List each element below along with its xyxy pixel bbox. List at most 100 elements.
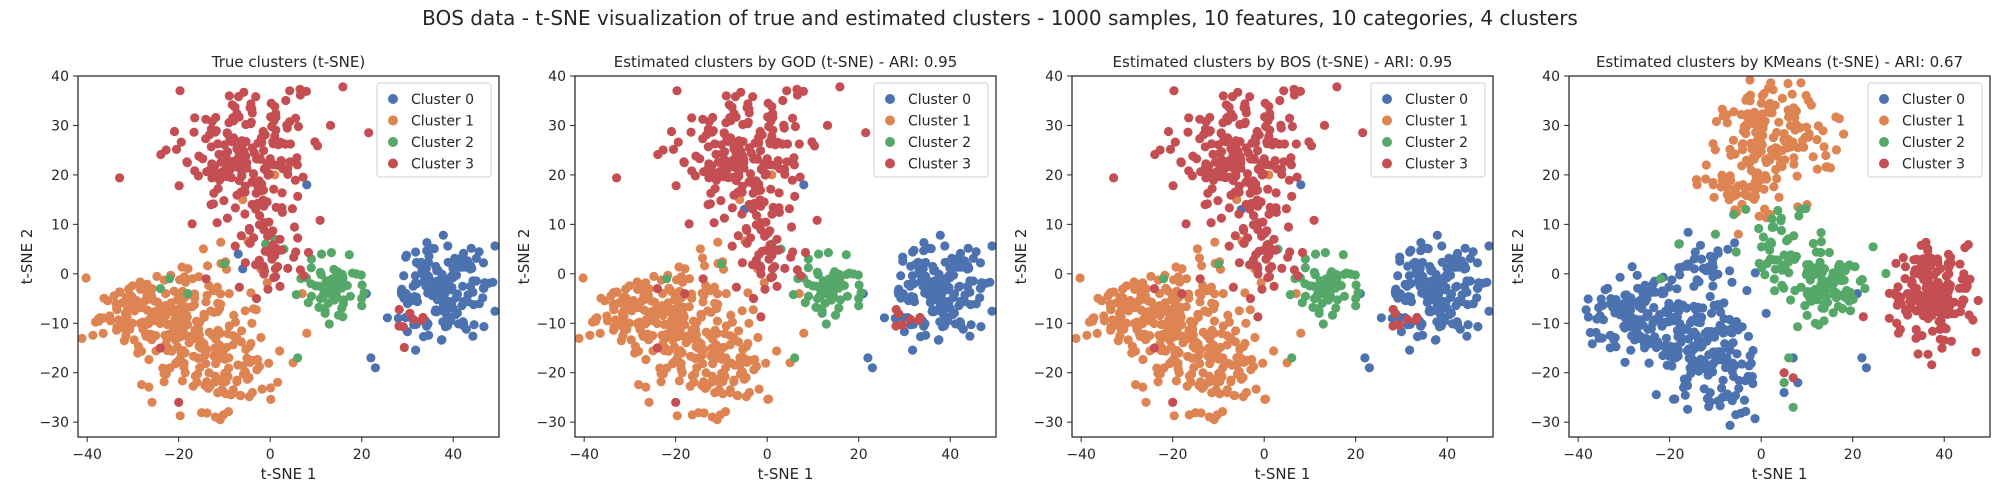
point-cluster-0 [422, 272, 432, 282]
point-cluster-3 [262, 158, 272, 169]
point-cluster-1 [1251, 384, 1261, 394]
point-cluster-1 [153, 316, 163, 326]
point-cluster-0 [461, 324, 471, 334]
point-cluster-3 [174, 397, 184, 407]
point-cluster-0 [446, 285, 456, 295]
point-cluster-0 [1661, 348, 1671, 358]
point-cluster-1 [193, 353, 203, 363]
point-cluster-3 [222, 129, 232, 139]
x-axis-label: t-SNE 1 [1255, 465, 1311, 483]
point-cluster-1 [142, 290, 152, 300]
point-cluster-3 [742, 238, 752, 248]
point-cluster-3 [268, 139, 278, 149]
point-cluster-3 [212, 218, 222, 228]
point-cluster-0 [490, 306, 500, 316]
point-cluster-1 [232, 333, 242, 343]
point-cluster-0 [1664, 282, 1674, 292]
point-cluster-2 [324, 319, 334, 329]
point-cluster-1 [674, 376, 685, 386]
point-cluster-1 [741, 392, 751, 402]
point-cluster-2 [1729, 209, 1739, 220]
point-cluster-0 [1715, 401, 1725, 411]
point-cluster-2 [357, 280, 367, 290]
point-cluster-3 [1195, 274, 1205, 284]
point-cluster-0 [949, 258, 960, 269]
point-cluster-0 [1585, 327, 1595, 338]
point-cluster-0 [1393, 271, 1403, 281]
point-cluster-1 [687, 289, 697, 299]
point-cluster-1 [1146, 314, 1156, 324]
point-cluster-3 [790, 191, 800, 201]
point-cluster-0 [1472, 258, 1483, 268]
point-cluster-3 [208, 199, 218, 209]
point-cluster-3 [1928, 326, 1938, 336]
point-cluster-1 [212, 352, 222, 363]
plot-frame [1568, 75, 1991, 438]
point-cluster-3 [742, 225, 752, 235]
point-cluster-1 [1185, 316, 1196, 326]
legend-box [1370, 82, 1486, 178]
point-cluster-3 [789, 153, 799, 163]
point-cluster-3 [1257, 170, 1267, 180]
point-cluster-1 [712, 316, 723, 326]
point-cluster-0 [1748, 378, 1758, 389]
point-cluster-1 [672, 306, 682, 316]
plot-frame [77, 75, 500, 438]
legend-marker [388, 137, 398, 147]
point-cluster-3 [237, 170, 247, 180]
point-cluster-3 [612, 173, 622, 183]
legend-label: Cluster 2 [1902, 135, 1965, 151]
point-cluster-3 [709, 218, 719, 228]
point-cluster-1 [1118, 323, 1128, 333]
point-cluster-3 [1213, 196, 1223, 206]
point-cluster-3 [1277, 164, 1287, 174]
point-cluster-3 [1947, 309, 1957, 319]
point-cluster-0 [1729, 361, 1739, 371]
point-cluster-2 [808, 281, 818, 291]
point-cluster-2 [1786, 295, 1796, 305]
point-cluster-1 [659, 319, 669, 330]
point-cluster-2 [1773, 205, 1783, 216]
point-cluster-1 [630, 348, 640, 358]
point-cluster-3 [1913, 269, 1923, 279]
point-cluster-2 [1756, 242, 1767, 252]
point-cluster-3 [1936, 301, 1946, 311]
point-cluster-3 [201, 134, 211, 144]
point-cluster-1 [1772, 173, 1782, 184]
point-cluster-3 [679, 158, 689, 168]
point-cluster-2 [1329, 277, 1339, 287]
point-cluster-2 [854, 280, 864, 290]
point-cluster-1 [1821, 150, 1831, 161]
point-cluster-1 [663, 298, 673, 308]
point-cluster-3 [232, 144, 242, 154]
point-cluster-0 [1703, 370, 1713, 380]
point-cluster-2 [1323, 295, 1333, 305]
point-cluster-2 [1810, 318, 1820, 328]
point-cluster-1 [1113, 336, 1123, 346]
chart-panel-1: −40 −20 0 20 40 −30 −20 −10 0 10 20 30 40 Estimated c… [515, 53, 997, 483]
point-cluster-3 [782, 139, 793, 149]
y-tick-label: 40 [1045, 69, 1063, 85]
x-tick-label: 20 [1844, 447, 1862, 463]
point-cluster-0 [1637, 303, 1647, 314]
point-cluster-1 [1756, 98, 1766, 108]
x-tick-label: 40 [1438, 447, 1456, 463]
point-cluster-1 [1218, 363, 1228, 373]
point-cluster-2 [1818, 290, 1828, 300]
point-cluster-1 [81, 273, 91, 283]
point-cluster-0 [471, 253, 481, 263]
point-cluster-3 [1263, 184, 1273, 194]
x-tick-label: −20 [1655, 447, 1685, 463]
point-cluster-3 [220, 149, 230, 159]
point-cluster-0 [1403, 261, 1413, 271]
point-cluster-3 [1281, 204, 1291, 214]
point-cluster-1 [253, 354, 263, 365]
point-cluster-3 [155, 343, 165, 353]
x-tick-label: −40 [1563, 447, 1593, 463]
point-cluster-3 [1176, 158, 1186, 168]
point-cluster-1 [1206, 282, 1216, 292]
point-cluster-3 [1292, 172, 1302, 182]
point-cluster-1 [687, 325, 697, 335]
point-cluster-1 [751, 361, 762, 371]
point-cluster-2 [1309, 267, 1319, 277]
